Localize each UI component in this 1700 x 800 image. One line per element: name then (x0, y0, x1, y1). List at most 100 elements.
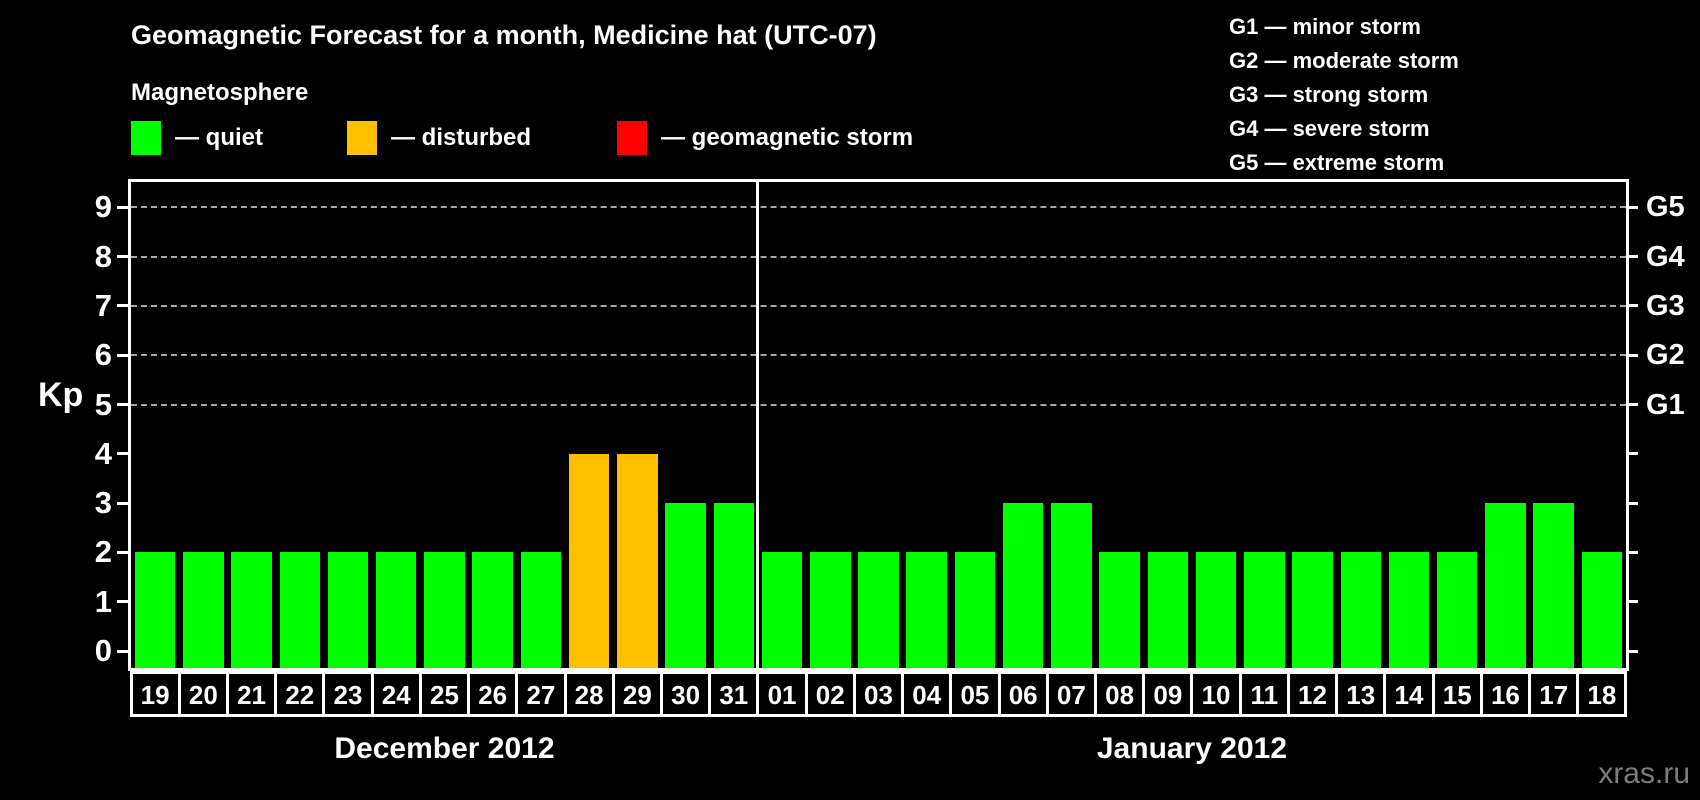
bar-jan-03 (858, 552, 899, 668)
legend-label-storm: — geomagnetic storm (661, 124, 914, 151)
bar-dec-23 (327, 552, 369, 668)
g-scale-line-1: G1 — minor storm (1229, 14, 1421, 39)
y-tick-6 (117, 353, 129, 357)
y-tick-9 (117, 205, 129, 209)
bar-dec-28 (568, 453, 610, 668)
y-tick-5 (117, 403, 129, 406)
y-tick-label-7: 7 (94, 287, 112, 323)
legend-label-disturbed: — disturbed (391, 124, 532, 151)
g-scale-line-3: G3 — strong storm (1229, 82, 1429, 107)
y-tick-0 (117, 649, 129, 653)
bar-jan-06 (1002, 503, 1044, 668)
day-label-jan-03: 03 (852, 671, 905, 717)
bar-jan-15 (1436, 552, 1478, 668)
right-tick-1 (1626, 600, 1638, 604)
day-label-jan-06: 06 (997, 671, 1049, 717)
day-label-dec-19: 19 (129, 671, 181, 717)
gridline-kp8 (131, 255, 1626, 258)
right-tick-0 (1626, 649, 1638, 653)
day-label-jan-17: 17 (1528, 671, 1580, 717)
bar-jan-13 (1340, 552, 1381, 668)
y-tick-label-8: 8 (94, 238, 112, 274)
y-tick-2 (117, 550, 129, 554)
legend-item-storm: — geomagnetic storm (617, 121, 913, 155)
bar-dec-22 (279, 552, 321, 668)
day-label-dec-27: 27 (515, 671, 567, 717)
bar-dec-24 (375, 552, 417, 668)
y-axis-title: Kp (38, 376, 84, 414)
day-label-jan-01: 01 (756, 671, 808, 717)
day-label-dec-29: 29 (611, 671, 663, 717)
bar-jan-11 (1244, 552, 1285, 668)
bar-jan-07 (1051, 503, 1092, 668)
month-separator (756, 182, 760, 668)
quiet-swatch (131, 121, 161, 155)
day-label-jan-13: 13 (1335, 671, 1387, 717)
day-label-jan-18: 18 (1576, 671, 1628, 717)
legend-item-disturbed: — disturbed (347, 121, 531, 155)
gridline-kp9 (131, 206, 1626, 209)
bar-dec-27 (520, 552, 562, 668)
day-label-jan-10: 10 (1190, 671, 1242, 717)
bar-jan-08 (1099, 552, 1140, 668)
right-tick-4 (1626, 452, 1638, 456)
day-label-dec-24: 24 (370, 671, 422, 717)
bar-jan-17 (1533, 503, 1574, 668)
right-tick-2 (1626, 550, 1638, 554)
g-level-label-g4: G4 (1646, 240, 1685, 273)
day-label-jan-05: 05 (949, 671, 1001, 717)
gridline-kp6 (131, 354, 1626, 357)
right-tick-9 (1626, 205, 1638, 209)
g-scale-legend: G1 — minor storm G2 — moderate storm G3 — … (1229, 10, 1459, 180)
y-tick-label-6: 6 (94, 337, 112, 373)
bar-jan-10 (1195, 552, 1237, 668)
bar-dec-19 (134, 552, 176, 668)
legend-item-quiet: — quiet (131, 121, 263, 155)
legend-label-quiet: — quiet (175, 124, 263, 151)
day-label-dec-31: 31 (708, 671, 760, 717)
gridline-kp5 (131, 403, 1626, 406)
right-tick-6 (1626, 353, 1638, 357)
right-tick-3 (1626, 501, 1638, 505)
bar-jan-04 (906, 552, 947, 668)
day-label-jan-16: 16 (1479, 671, 1532, 717)
y-tick-label-5: 5 (94, 386, 112, 422)
month-label-december: December 2012 (334, 732, 555, 765)
day-label-jan-08: 08 (1094, 671, 1146, 717)
plot-area (128, 179, 1629, 671)
bar-dec-25 (424, 552, 465, 668)
disturbed-swatch (347, 121, 377, 155)
day-label-dec-20: 20 (177, 671, 229, 717)
right-tick-8 (1626, 255, 1638, 259)
magnetosphere-label: Magnetosphere (131, 79, 309, 106)
y-tick-label-2: 2 (94, 534, 112, 570)
g-scale-line-2: G2 — moderate storm (1229, 48, 1459, 73)
y-tick-8 (117, 255, 129, 259)
day-label-dec-25: 25 (418, 671, 471, 717)
g-level-label-g1: G1 (1646, 388, 1685, 421)
month-label-january: January 2012 (1096, 732, 1288, 765)
y-tick-label-9: 9 (94, 189, 112, 225)
day-label-dec-30: 30 (659, 671, 712, 717)
y-tick-4 (117, 452, 129, 456)
day-label-dec-26: 26 (467, 671, 519, 717)
g-scale-line-4: G4 — severe storm (1229, 116, 1430, 141)
bar-dec-30 (665, 503, 706, 668)
bar-dec-20 (183, 552, 224, 668)
g-scale-line-5: G5 — extreme storm (1229, 150, 1445, 175)
day-label-jan-12: 12 (1286, 671, 1339, 717)
y-tick-1 (117, 600, 129, 604)
g-level-label-g3: G3 (1646, 289, 1685, 322)
bar-jan-02 (810, 552, 851, 668)
day-label-dec-21: 21 (225, 671, 278, 717)
day-label-jan-09: 09 (1142, 671, 1194, 717)
gridline-kp7 (131, 304, 1626, 307)
bar-jan-09 (1147, 552, 1189, 668)
day-label-jan-14: 14 (1383, 671, 1435, 717)
day-label-jan-07: 07 (1045, 671, 1097, 717)
bar-jan-18 (1581, 552, 1623, 668)
storm-swatch (617, 121, 647, 155)
watermark: xras.ru (1598, 757, 1690, 790)
y-tick-label-4: 4 (94, 435, 112, 471)
day-label-jan-11: 11 (1238, 671, 1290, 717)
